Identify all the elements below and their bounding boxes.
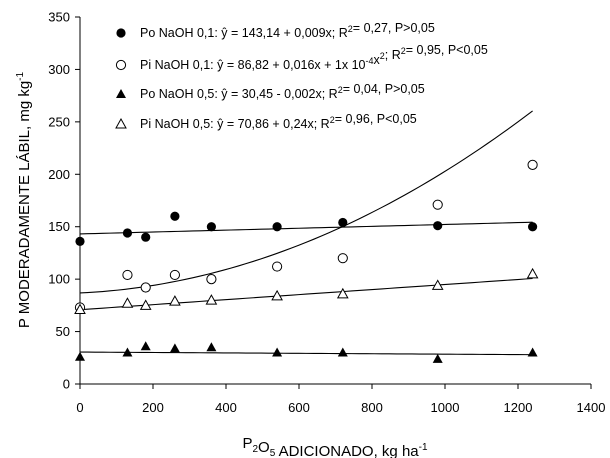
point-series-0-7 — [433, 221, 443, 231]
x-tick-label: 1000 — [431, 400, 460, 415]
point-series-1-6 — [337, 253, 348, 264]
fit-line-series-2 — [79, 351, 533, 356]
point-series-1-4 — [206, 274, 217, 285]
y-tick-label: 50 — [56, 324, 70, 339]
legend-entry-3: Pi NaOH 0,5: ŷ = 70,86 + 0,24x; R2= 0,96… — [140, 112, 417, 131]
point-series-1-3 — [169, 269, 180, 281]
y-tick-label: 350 — [48, 10, 70, 25]
legend-marker-1 — [115, 59, 127, 71]
axis-titles: P2O5 ADICIONADO, kg ha-1 P MODERADAMENTE … — [15, 71, 428, 458]
point-series-3-8 — [526, 267, 539, 279]
x-tick-label: 600 — [288, 400, 310, 415]
y-tick-label: 0 — [63, 377, 70, 392]
point-series-2-0 — [75, 351, 85, 361]
point-series-1-1 — [122, 269, 133, 281]
point-series-2-7 — [432, 353, 443, 363]
legend-marker-0 — [116, 28, 126, 38]
point-series-3-0 — [74, 303, 86, 315]
x-tick-label: 400 — [215, 400, 237, 415]
legend-marker-2 — [116, 89, 126, 98]
point-series-3-1 — [121, 297, 134, 308]
x-tick-label: 200 — [142, 400, 164, 415]
x-axis-title: P2O5 ADICIONADO, kg ha-1 — [242, 435, 428, 458]
point-series-1-8 — [527, 159, 538, 170]
legend-entry-2: Po NaOH 0,5: ŷ = 30,45 - 0,002x; R2= 0,0… — [140, 82, 425, 101]
legend-marker-3 — [115, 117, 127, 129]
x-tick-label: 0 — [76, 400, 83, 415]
y-axis-title: P MODERADAMENTE LÁBIL, mg kg-1 — [15, 71, 33, 328]
point-series-2-5 — [272, 347, 283, 357]
fit-line-series-1 — [79, 110, 533, 294]
y-tick-label: 150 — [48, 219, 70, 234]
point-series-0-3 — [170, 211, 180, 221]
point-series-3-5 — [271, 289, 283, 301]
data-points — [74, 159, 539, 363]
y-tick-label: 200 — [48, 167, 70, 182]
point-series-2-8 — [527, 347, 538, 357]
y-tick-label: 100 — [48, 272, 70, 287]
point-series-0-2 — [141, 232, 151, 242]
point-series-2-3 — [169, 343, 180, 353]
point-series-3-6 — [336, 287, 349, 299]
legend-entry-0: Po NaOH 0,1: ŷ = 143,14 + 0,009x; R2= 0,… — [140, 21, 435, 40]
y-tick-label: 300 — [48, 62, 70, 77]
point-series-1-7 — [432, 199, 443, 210]
point-series-3-4 — [205, 294, 218, 305]
point-series-0-8 — [528, 222, 538, 232]
point-series-2-6 — [337, 347, 348, 357]
x-tick-label: 1200 — [504, 400, 533, 415]
x-tick-label: 1400 — [577, 400, 606, 415]
point-series-3-2 — [139, 299, 152, 310]
point-series-2-4 — [206, 342, 217, 352]
fit-lines — [79, 110, 533, 356]
point-series-0-1 — [122, 228, 133, 238]
point-series-0-0 — [75, 236, 85, 246]
legend: Po NaOH 0,1: ŷ = 143,14 + 0,009x; R2= 0,… — [115, 21, 488, 131]
axes: 0 50 100 150 200 250 300 350 0 200 400 600 800 1000 12… — [48, 10, 605, 416]
point-series-3-7 — [431, 279, 444, 290]
point-series-0-6 — [338, 217, 348, 228]
point-series-3-3 — [169, 295, 181, 306]
point-series-2-1 — [122, 347, 133, 357]
point-series-0-5 — [272, 222, 282, 232]
point-series-2-2 — [140, 341, 151, 351]
point-series-1-5 — [272, 261, 283, 272]
point-series-0-4 — [206, 222, 216, 232]
x-tick-label: 800 — [361, 400, 383, 415]
y-tick-label: 250 — [48, 114, 70, 129]
point-series-1-2 — [140, 282, 151, 293]
legend-entry-1: Pi NaOH 0,1: ŷ = 86,82 + 0,016x + 1x 10-… — [140, 43, 488, 72]
fit-line-series-0 — [79, 221, 533, 235]
fit-line-series-3 — [79, 277, 533, 311]
